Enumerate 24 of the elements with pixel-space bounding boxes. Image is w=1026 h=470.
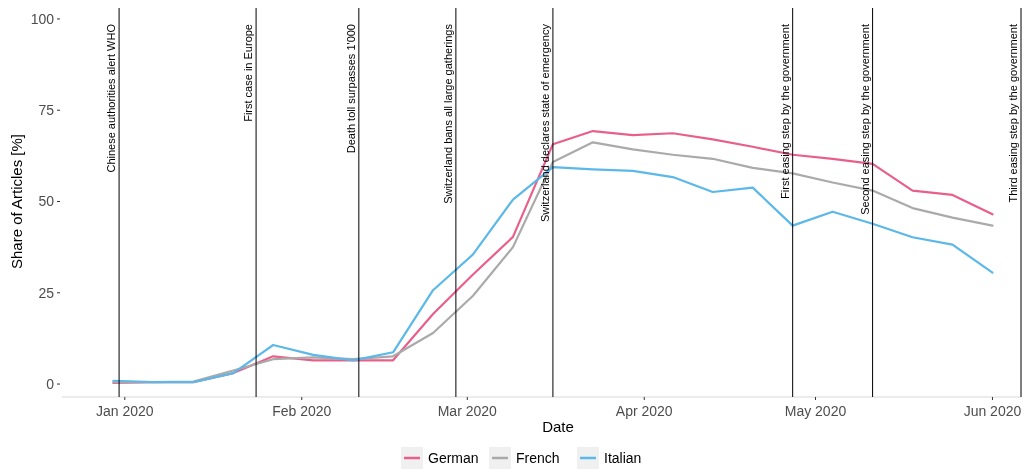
ref-line-label: Switzerland declares state of emergency [538,23,551,223]
x-tick-label: Feb 2020 [272,403,332,419]
y-tick-label: 25 [38,284,55,301]
y-tick-label: 0 [46,375,55,392]
y-tick-label: 75 [38,102,55,119]
ref-line-label: First easing step by the government [778,24,791,199]
x-tick-label: Jan 2020 [95,403,154,419]
x-axis-title: Date [542,418,574,435]
ref-line-label: Chinese authorities alert WHO [105,23,118,173]
legend-label: Italian [604,449,642,466]
ref-line-label: Switzerland bans all large gatherings [441,23,454,204]
ref-line-label: First case in Europe [242,24,255,122]
ref-line-label: Second easing step by the government [858,24,871,215]
y-axis-title: Share of Articles [%] [8,133,25,270]
legend-label: French [516,449,560,466]
x-tick-label: Mar 2020 [437,403,498,419]
y-tick-label: 50 [38,193,55,210]
legend-label: German [428,449,479,466]
y-tick-label: 100 [30,10,55,27]
ref-line-label: Death toll surpasses 1'000 [344,24,357,154]
x-tick-label: Jun 2020 [963,403,1022,419]
x-tick-label: Apr 2020 [615,403,673,419]
x-tick-label: May 2020 [784,403,847,419]
ref-line-label: Third easing step by the government [1007,24,1019,203]
